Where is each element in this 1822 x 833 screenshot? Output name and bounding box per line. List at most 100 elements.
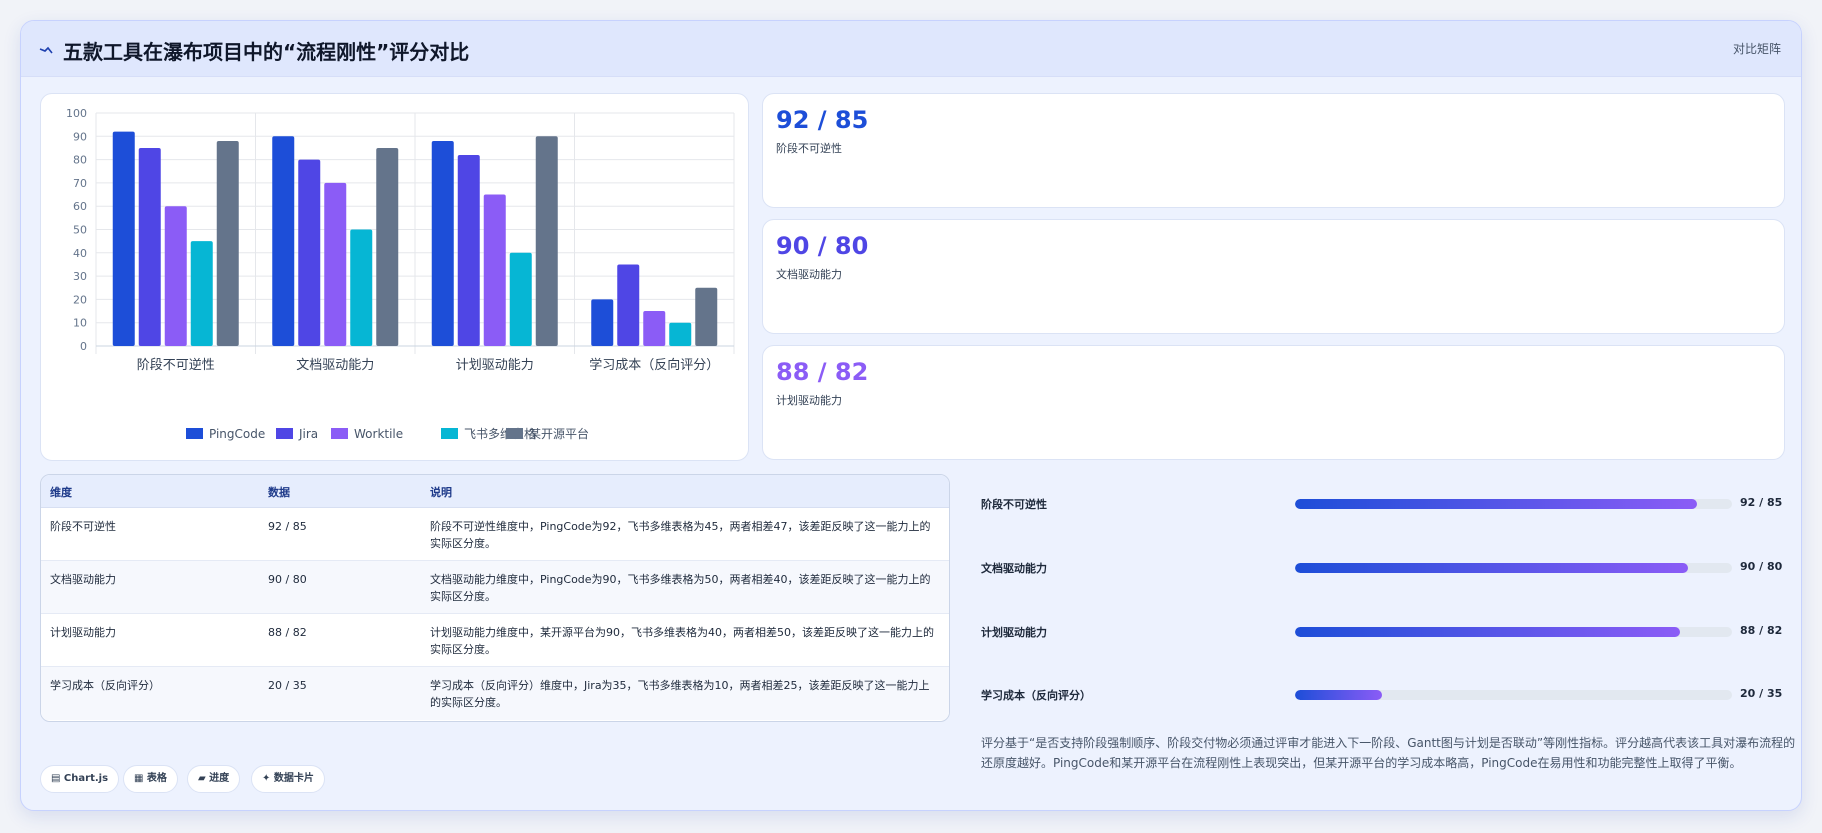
bar-某开源平台 (376, 147, 399, 346)
stat-card-1: 90 / 80 文档驱动能力 (762, 219, 1785, 334)
y-tick-label: 50 (73, 224, 87, 237)
chip-data-card[interactable]: ✦ 数据卡片 (251, 765, 325, 793)
y-tick-label: 20 (73, 293, 87, 306)
bar-某开源平台 (695, 287, 718, 346)
chip-chartjs[interactable]: ▤ Chart.js (40, 765, 120, 793)
stat-card-0: 92 / 85 阶段不可逆性 (762, 93, 1785, 208)
progress-row: 阶段不可逆性 92 / 85 (981, 494, 1801, 514)
y-tick-label: 80 (73, 154, 87, 167)
cell-dimension: 阶段不可逆性 (50, 520, 116, 533)
progress-track (1295, 627, 1732, 637)
legend-swatch (186, 428, 203, 439)
stat-value: 92 / 85 (776, 106, 869, 134)
progress-track (1295, 563, 1732, 573)
bar-Jira (138, 147, 161, 346)
cell-data: 20 / 35 (268, 679, 307, 692)
cell-data: 90 / 80 (268, 573, 307, 586)
progress-label: 计划驱动能力 (981, 626, 1047, 639)
y-tick-label: 0 (80, 340, 87, 353)
bar-飞书多维表格 (350, 229, 373, 346)
summary-text: 评分基于“是否支持阶段强制顺序、阶段交付物必须通过评审才能进入下一阶段、Gant… (981, 736, 1796, 770)
cell-dimension: 学习成本（反向评分） (50, 679, 160, 692)
progress-fill (1295, 627, 1680, 637)
trend-icon (39, 46, 53, 54)
bar-某开源平台 (535, 136, 558, 346)
table-row: 计划驱动能力 88 / 82 计划驱动能力维度中，某开源平台为90，飞书多维表格… (41, 614, 949, 667)
legend-label: PingCode (209, 427, 265, 441)
compare-matrix-tag[interactable]: 对比矩阵 (1732, 42, 1781, 56)
bar-Worktile (643, 311, 666, 346)
progress-row: 学习成本（反向评分） 20 / 35 (981, 685, 1801, 705)
cell-dimension: 计划驱动能力 (50, 626, 116, 639)
progress-value: 90 / 80 (1740, 560, 1783, 573)
bar-PingCode (431, 140, 454, 346)
bar-飞书多维表格 (669, 322, 692, 346)
chip-progress[interactable]: ▰ 进度 (187, 765, 241, 793)
progress-fill (1295, 563, 1689, 573)
table-row: 学习成本（反向评分） 20 / 35 学习成本（反向评分）维度中，Jira为35… (41, 667, 949, 720)
progress-value: 88 / 82 (1740, 624, 1783, 637)
bar-Worktile (164, 206, 187, 346)
y-tick-label: 10 (73, 317, 87, 330)
bar-PingCode (112, 131, 135, 346)
legend-label: 飞书多维表格 (464, 426, 536, 441)
stat-value: 88 / 82 (776, 358, 869, 386)
card-header: 五款工具在瀑布项目中的“流程刚性”评分对比 对比矩阵 (21, 21, 1801, 77)
y-tick-label: 90 (73, 130, 87, 143)
cell-description: 文档驱动能力维度中，PingCode为90，飞书多维表格为50，两者相差40，该… (430, 573, 931, 603)
table-row: 阶段不可逆性 92 / 85 阶段不可逆性维度中，PingCode为92，飞书多… (41, 508, 949, 561)
data-table: 维度 数据 说明 阶段不可逆性 92 / 85 阶段不可逆性维度中，PingCo… (40, 474, 950, 722)
y-tick-label: 30 (73, 270, 87, 283)
x-tick-label: 计划驱动能力 (456, 358, 534, 373)
bar-chart: 0 10 20 30 40 50 60 70 80 90 100 阶段不可逆性 文档驱动能力 计划驱动能力… (66, 107, 735, 441)
column-header-dimension: 维度 (50, 486, 72, 499)
bar-Jira (457, 154, 480, 346)
progress-fill (1295, 499, 1698, 509)
legend-label: Jira (298, 427, 318, 441)
cell-data: 92 / 85 (268, 520, 307, 533)
y-tick-label: 100 (66, 107, 87, 120)
progress-value: 20 / 35 (1740, 687, 1783, 700)
legend-swatch (441, 428, 458, 439)
legend-label: 某开源平台 (529, 426, 589, 441)
bar-Jira (617, 264, 640, 346)
progress-row: 计划驱动能力 88 / 82 (981, 622, 1801, 642)
cell-description: 阶段不可逆性维度中，PingCode为92，飞书多维表格为45，两者相差47，该… (430, 520, 931, 550)
bar-Worktile (324, 182, 347, 346)
cell-description: 学习成本（反向评分）维度中，Jira为35，飞书多维表格为10，两者相差25，该… (430, 679, 930, 709)
column-header-description: 说明 (430, 486, 452, 499)
cell-data: 88 / 82 (268, 626, 307, 639)
legend-swatch (276, 428, 293, 439)
bar-chart-panel: 0 10 20 30 40 50 60 70 80 90 100 阶段不可逆性 文档驱动能力 计划驱动能力… (40, 93, 749, 461)
cell-description: 计划驱动能力维度中，某开源平台为90，飞书多维表格为40，两者相差50，该差距反… (430, 626, 934, 656)
table-row: 文档驱动能力 90 / 80 文档驱动能力维度中，PingCode为90，飞书多… (41, 561, 949, 614)
x-tick-label: 学习成本（反向评分） (589, 357, 719, 373)
x-tick-label: 文档驱动能力 (296, 358, 374, 373)
progress-label: 文档驱动能力 (981, 562, 1047, 575)
column-header-data: 数据 (268, 486, 290, 499)
legend-swatch (506, 428, 523, 439)
y-tick-label: 70 (73, 177, 87, 190)
stat-card-2: 88 / 82 计划驱动能力 (762, 345, 1785, 460)
stat-label: 计划驱动能力 (776, 394, 842, 407)
progress-track (1295, 499, 1732, 509)
progress-row: 文档驱动能力 90 / 80 (981, 558, 1801, 578)
progress-label: 学习成本（反向评分） (981, 689, 1091, 702)
legend-label: Worktile (354, 427, 403, 441)
progress-track (1295, 690, 1732, 700)
progress-fill (1295, 690, 1383, 700)
y-tick-label: 60 (73, 200, 87, 213)
bar-PingCode (591, 299, 614, 346)
legend-swatch (331, 428, 348, 439)
bar-Jira (298, 159, 321, 346)
card-title: 五款工具在瀑布项目中的“流程刚性”评分对比 (63, 40, 470, 64)
progress-value: 92 / 85 (1740, 496, 1783, 509)
stat-label: 阶段不可逆性 (776, 142, 842, 155)
cell-dimension: 文档驱动能力 (50, 573, 116, 586)
chip-table[interactable]: ▦ 表格 (123, 765, 178, 793)
stat-value: 90 / 80 (776, 232, 869, 260)
x-tick-label: 阶段不可逆性 (137, 357, 215, 373)
y-tick-label: 40 (73, 247, 87, 260)
table-header: 维度 数据 说明 (41, 475, 949, 508)
comparison-card: 五款工具在瀑布项目中的“流程刚性”评分对比 对比矩阵 0 10 20 30 40 50 60… (20, 20, 1802, 811)
